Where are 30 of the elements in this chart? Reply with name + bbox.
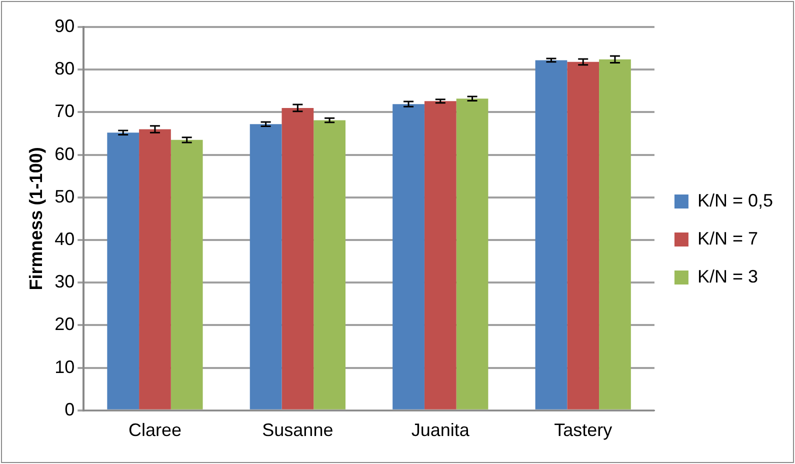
- y-tick-label: 60: [54, 144, 75, 164]
- legend-label: K/N = 7: [697, 228, 758, 248]
- x-tick-label: Susanne: [262, 420, 334, 440]
- y-tick-label: 80: [54, 58, 75, 79]
- y-tick-label: 20: [54, 314, 75, 334]
- y-tick-label: 10: [54, 356, 75, 377]
- x-tick-label: Tastery: [554, 420, 612, 440]
- y-tick-label: 70: [54, 101, 75, 122]
- legend-label: K/N = 0,5: [697, 190, 774, 210]
- bar: [250, 124, 282, 410]
- bar: [567, 62, 600, 410]
- bar: [424, 101, 456, 410]
- bar: [314, 120, 346, 410]
- legend-label: K/N = 3: [697, 266, 758, 286]
- y-tick-label: 30: [54, 272, 75, 292]
- bar: [139, 129, 171, 410]
- y-axis-title: Firmness (1-100): [26, 147, 46, 290]
- bar: [392, 104, 424, 410]
- bar: [456, 98, 488, 410]
- bar: [599, 59, 631, 410]
- bar: [170, 140, 203, 410]
- y-tick-label: 90: [54, 16, 75, 36]
- x-tick-label: Claree: [128, 420, 182, 440]
- y-tick-label: 50: [54, 186, 75, 206]
- y-tick-label: 0: [64, 399, 75, 420]
- y-tick-label: 40: [54, 228, 75, 249]
- bar: [282, 108, 314, 410]
- bar: [535, 60, 568, 410]
- x-tick-label: Juanita: [411, 420, 470, 440]
- bar: [107, 132, 140, 410]
